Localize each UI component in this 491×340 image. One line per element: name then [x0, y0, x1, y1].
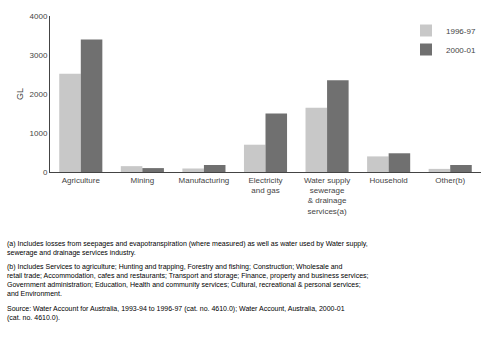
svg-text:Mining: Mining: [131, 176, 155, 185]
svg-text:1000: 1000: [30, 129, 48, 138]
svg-text:(a) Includes losses from seepa: (a) Includes losses from seepages and ev…: [7, 240, 368, 257]
svg-text:Agriculture: Agriculture: [62, 176, 101, 185]
svg-text:2000: 2000: [30, 90, 48, 99]
svg-text:Household: Household: [370, 176, 408, 185]
svg-text:Other(b): Other(b): [435, 176, 465, 185]
svg-text:3000: 3000: [30, 51, 48, 60]
svg-text:Water supplysewerage& drainage: Water supplysewerage& drainageservices(a…: [304, 176, 350, 216]
svg-text:(b) Includes Services to agric: (b) Includes Services to agriculture; Hu…: [7, 263, 369, 297]
svg-text:4000: 4000: [30, 12, 48, 21]
svg-text:0: 0: [43, 168, 48, 177]
svg-text:2000-01: 2000-01: [446, 46, 476, 55]
svg-text:Electricityand gas: Electricityand gas: [248, 176, 282, 195]
svg-text:1996-97: 1996-97: [446, 27, 476, 36]
svg-text:Manufacturing: Manufacturing: [179, 176, 230, 185]
svg-text:Source: Water Account for Aust: Source: Water Account for Australia, 199…: [7, 305, 345, 322]
svg-text:GL: GL: [15, 88, 25, 100]
